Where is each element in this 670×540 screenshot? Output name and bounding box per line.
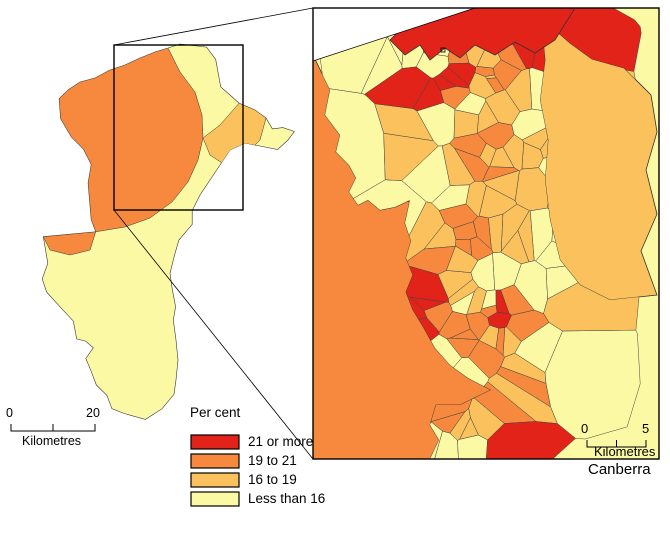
svg-text:Kilometres: Kilometres xyxy=(594,444,656,459)
svg-text:0: 0 xyxy=(581,421,588,436)
svg-text:21 or more: 21 or more xyxy=(248,434,313,449)
svg-text:16 to 19: 16 to 19 xyxy=(248,472,297,487)
svg-text:19 to 21: 19 to 21 xyxy=(248,453,297,468)
svg-text:5: 5 xyxy=(642,421,649,436)
svg-text:Kilometres: Kilometres xyxy=(22,434,81,448)
svg-text:20: 20 xyxy=(86,406,100,420)
svg-text:Canberra: Canberra xyxy=(588,461,651,478)
svg-text:Per cent: Per cent xyxy=(190,405,241,420)
svg-text:0: 0 xyxy=(6,406,13,420)
svg-text:Less than 16: Less than 16 xyxy=(248,491,325,506)
